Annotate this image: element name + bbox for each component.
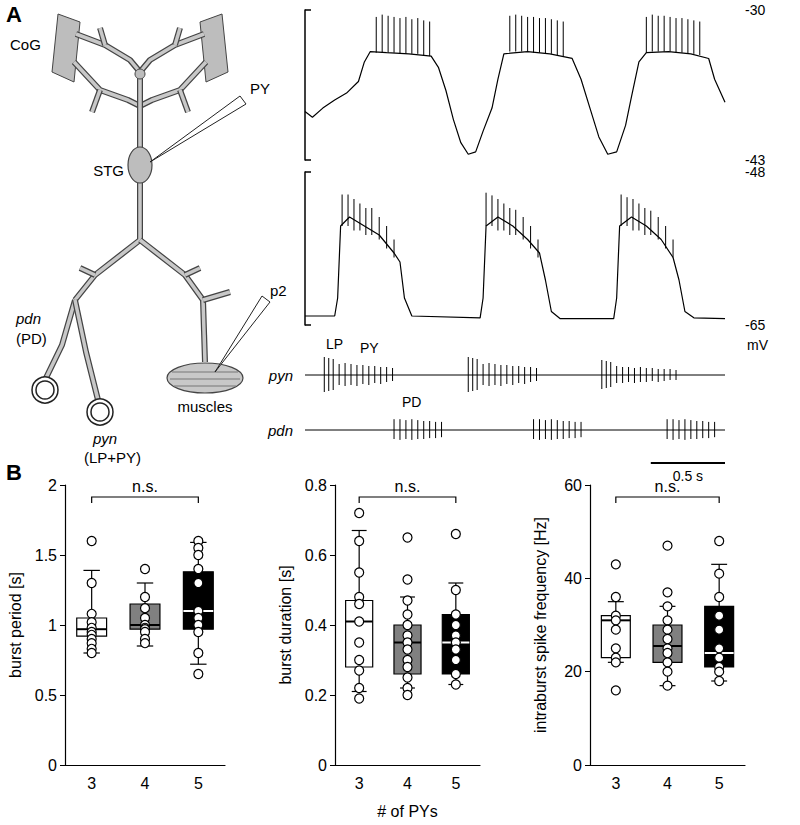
svg-text:60: 60 (564, 477, 582, 494)
svg-text:1.5: 1.5 (35, 547, 57, 564)
svg-text:5: 5 (715, 775, 724, 792)
svg-text:4: 4 (663, 775, 672, 792)
svg-text:pdn: pdn (267, 422, 293, 439)
svg-text:0.2: 0.2 (305, 687, 327, 704)
svg-text:0.4: 0.4 (305, 617, 327, 634)
svg-text:intraburst spike frequency [Hz: intraburst spike frequency [Hz] (532, 517, 549, 733)
svg-text:-43: -43 (745, 152, 766, 168)
svg-text:3: 3 (611, 775, 620, 792)
svg-text:0.8: 0.8 (305, 477, 327, 494)
svg-text:PD: PD (402, 394, 421, 410)
svg-text:4: 4 (141, 775, 150, 792)
svg-text:A: A (6, 2, 22, 27)
svg-text:0: 0 (48, 757, 57, 774)
svg-text:# of PYs: # of PYs (377, 803, 437, 820)
svg-text:STG: STG (93, 162, 124, 179)
svg-text:PY: PY (250, 80, 270, 97)
svg-text:(PD): (PD) (16, 330, 47, 347)
svg-text:2: 2 (48, 477, 57, 494)
svg-text:4: 4 (403, 775, 412, 792)
svg-text:n.s.: n.s. (395, 478, 421, 495)
svg-text:1: 1 (48, 617, 57, 634)
svg-text:burst period [s]: burst period [s] (7, 572, 24, 678)
svg-text:n.s.: n.s. (132, 478, 158, 495)
svg-text:40: 40 (564, 570, 582, 587)
svg-text:5: 5 (451, 775, 460, 792)
svg-text:0.5: 0.5 (35, 687, 57, 704)
svg-text:3: 3 (87, 775, 96, 792)
svg-text:muscles: muscles (177, 398, 232, 415)
svg-text:0: 0 (318, 757, 327, 774)
svg-text:pyn: pyn (268, 367, 293, 384)
svg-text:p2: p2 (270, 282, 287, 299)
svg-text:PY: PY (360, 340, 379, 356)
svg-text:pyn: pyn (92, 430, 117, 447)
svg-text:LP: LP (326, 336, 343, 352)
svg-text:0.5 s: 0.5 s (672, 468, 704, 484)
svg-text:0.6: 0.6 (305, 547, 327, 564)
svg-text:B: B (6, 460, 22, 485)
svg-text:pdn: pdn (15, 310, 41, 327)
svg-text:-30: -30 (745, 2, 765, 18)
svg-text:CoG: CoG (10, 36, 41, 53)
svg-text:burst duration [s]: burst duration [s] (277, 565, 294, 684)
svg-text:3: 3 (355, 775, 364, 792)
svg-text:20: 20 (564, 663, 582, 680)
svg-text:n.s.: n.s. (655, 478, 681, 495)
svg-text:5: 5 (194, 775, 203, 792)
svg-text:-65: -65 (745, 317, 765, 333)
svg-text:0: 0 (573, 757, 582, 774)
svg-text:(LP+PY): (LP+PY) (84, 449, 141, 466)
svg-text:mV: mV (747, 337, 769, 353)
svg-text:-48: -48 (745, 164, 765, 180)
